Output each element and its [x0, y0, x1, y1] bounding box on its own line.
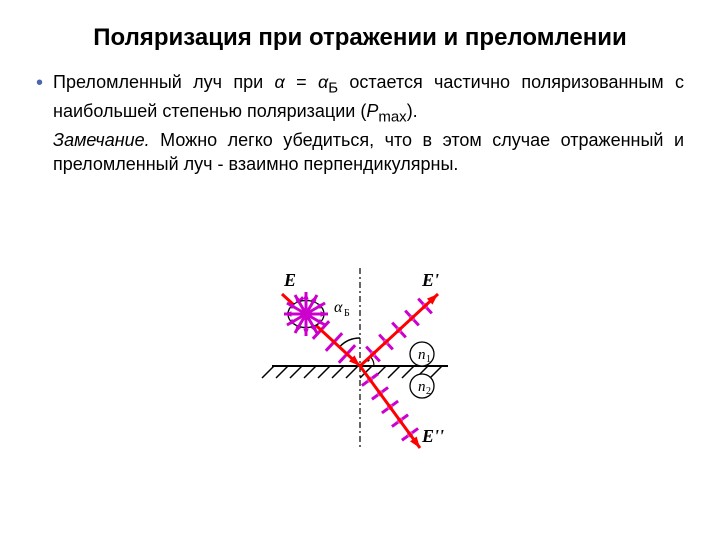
svg-text:E'': E''	[421, 426, 444, 446]
para-submax: max	[378, 108, 406, 125]
svg-text:Б: Б	[344, 308, 350, 319]
para-alpha: α	[275, 72, 285, 92]
page-title: Поляризация при отражении и преломлении	[36, 24, 684, 52]
svg-text:n: n	[418, 347, 426, 363]
para-subB: Б	[328, 80, 338, 97]
svg-text:α: α	[334, 299, 343, 316]
para-eq: =	[285, 72, 318, 92]
para-pre: Преломленный луч при	[53, 72, 275, 92]
svg-text:1: 1	[426, 354, 431, 365]
para-afterP: ).	[407, 101, 418, 121]
index-badge: n1	[410, 342, 434, 366]
diagram: n1n2αБEE'E''	[252, 258, 468, 474]
body-text: • Преломленный луч при α = αБ остается ч…	[36, 70, 684, 176]
bullet-icon: •	[36, 72, 43, 94]
svg-text:2: 2	[426, 386, 431, 397]
para-alphaB: α	[318, 72, 328, 92]
para-note-label: Замечание.	[53, 130, 150, 150]
svg-text:E': E'	[421, 270, 439, 290]
paragraph: Преломленный луч при α = αБ остается час…	[53, 70, 684, 176]
svg-text:n: n	[418, 379, 426, 395]
index-badge: n2	[410, 374, 434, 398]
svg-text:E: E	[283, 270, 296, 290]
para-P: P	[366, 101, 378, 121]
